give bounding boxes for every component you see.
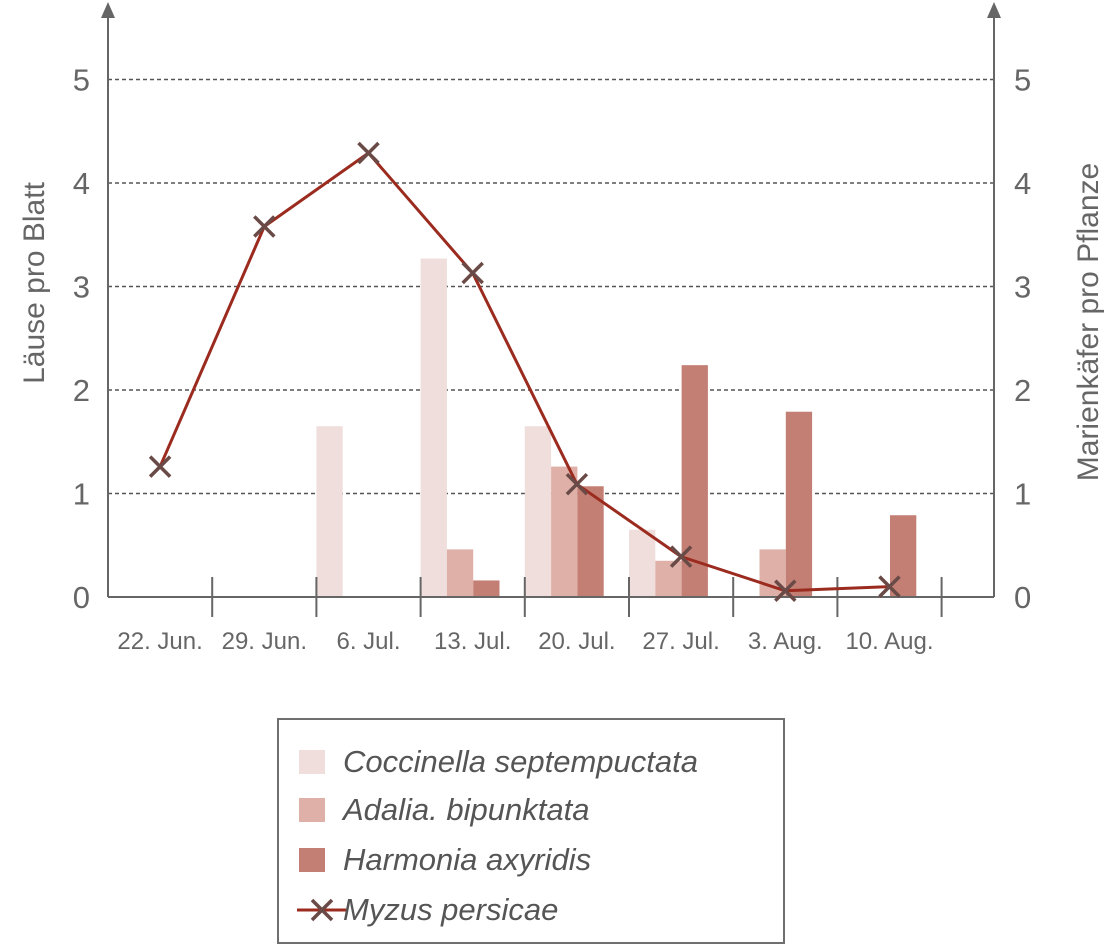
legend: Coccinella septempuctata Adalia. bipunkt… [277, 718, 785, 944]
legend-label-coccinella: Coccinella septempuctata [343, 744, 698, 779]
grid-lines [108, 78, 994, 495]
y-tick-label-right: 0 [1014, 580, 1031, 615]
marker-stroke [357, 141, 380, 165]
legend-item-harmonia: Harmonia axyridis [297, 840, 777, 880]
data-point-marker-icon [774, 579, 797, 603]
y-tick-label-right: 3 [1014, 270, 1031, 305]
legend-label-harmonia: Harmonia axyridis [343, 842, 592, 877]
legend-swatch-adalia [299, 798, 325, 822]
y-tick-label-left: 2 [73, 373, 90, 408]
legend-item-myzus: Myzus persicae [297, 890, 777, 930]
x-tick-label: 20. Jul. [538, 628, 615, 655]
y-tick-label-left: 4 [73, 166, 90, 201]
bar [785, 411, 813, 597]
x-tick-label: 13. Jul. [434, 628, 511, 655]
y-tick-label-right: 5 [1014, 63, 1031, 98]
right-axis-arrow-icon [987, 2, 1001, 18]
bar [629, 529, 656, 597]
x-tick-label: 22. Jun. [117, 628, 202, 655]
marker-stroke [148, 455, 172, 478]
bar [890, 515, 917, 597]
x-tick-label: 6. Jul. [336, 628, 400, 655]
bar [655, 560, 682, 597]
bars [316, 258, 917, 597]
y-tick-label-right: 1 [1014, 477, 1031, 512]
series-line-path [158, 151, 890, 593]
data-point-marker-icon [461, 261, 484, 285]
marker-stroke [774, 579, 797, 603]
bar [316, 426, 343, 597]
legend-label-myzus: Myzus persicae [343, 892, 559, 927]
y-tick-label-right: 4 [1014, 166, 1031, 201]
x-tick-label: 10. Aug. [845, 628, 933, 655]
legend-label-adalia: Adalia. bipunktata [343, 792, 590, 827]
bar [420, 258, 447, 597]
series-line [148, 141, 901, 603]
data-point-marker-icon [253, 215, 276, 238]
legend-swatch-coccinella [299, 750, 325, 774]
legend-item-coccinella: Coccinella septempuctata [297, 742, 777, 782]
legend-line-marker-icon [297, 898, 347, 922]
x-tick-label: 3. Aug. [748, 628, 823, 655]
right-axis-title: Marienkäfer pro Pflanze [1072, 163, 1105, 482]
x-tick-label: 29. Jun. [222, 628, 307, 655]
y-tick-label-left: 3 [73, 270, 90, 305]
data-point-marker-icon [357, 141, 380, 165]
marker-stroke [253, 215, 276, 238]
marker-stroke [461, 261, 484, 285]
bar [473, 580, 500, 597]
bar [524, 426, 552, 597]
left-axis-title: Läuse pro Blatt [18, 181, 51, 383]
legend-item-adalia: Adalia. bipunktata [297, 790, 777, 830]
marker-stroke [878, 575, 901, 598]
marker-stroke [669, 545, 693, 568]
legend-swatch-harmonia [299, 848, 325, 872]
tick-labels: 0 1 2 3 4 5 0 1 2 3 4 5 22. Jun. 29. Jun. 6. Jul. 13. J… [73, 63, 1032, 656]
data-point-marker-icon [669, 545, 693, 568]
axes [101, 2, 1001, 617]
data-point-marker-icon [565, 472, 589, 496]
data-point-marker-icon [878, 575, 901, 598]
x-tick-label: 27. Jul. [642, 628, 719, 655]
marker-stroke [565, 472, 589, 496]
y-tick-label-left: 0 [73, 580, 90, 615]
y-tick-label-left: 1 [73, 477, 90, 512]
data-point-marker-icon [148, 455, 172, 478]
bar [577, 486, 604, 597]
bar [446, 549, 474, 597]
y-tick-label-right: 2 [1014, 373, 1031, 408]
left-axis-arrow-icon [101, 2, 115, 18]
y-tick-label-left: 5 [73, 63, 90, 98]
